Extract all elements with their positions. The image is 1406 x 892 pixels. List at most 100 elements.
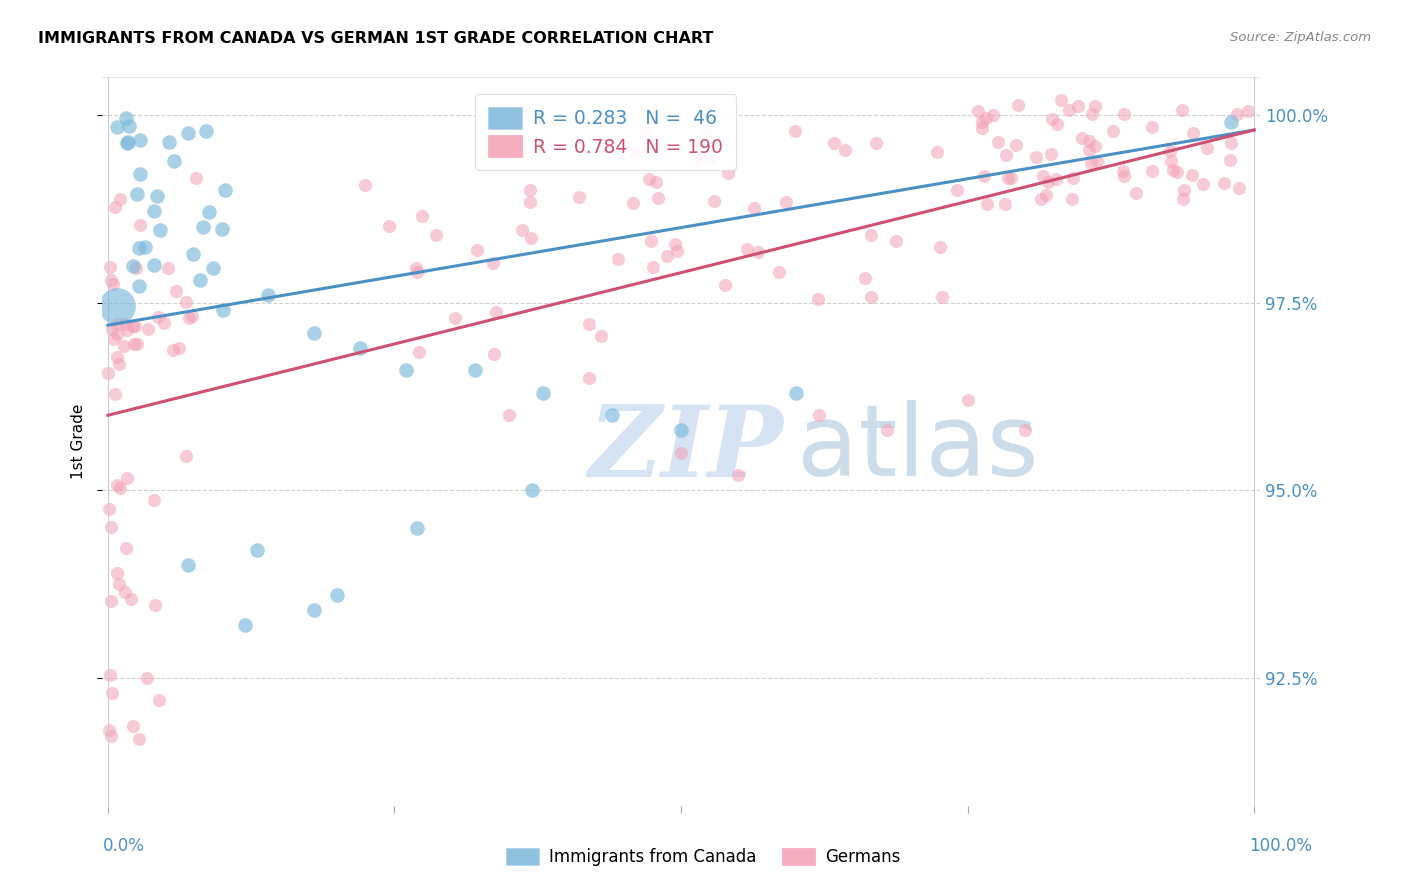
Point bbox=[411, 209, 433, 223]
Point bbox=[860, 227, 883, 242]
Point bbox=[395, 363, 418, 377]
Text: 100.0%: 100.0% bbox=[1249, 837, 1312, 855]
Point bbox=[1042, 112, 1064, 127]
Point bbox=[1007, 98, 1029, 112]
Point bbox=[519, 231, 541, 245]
Point bbox=[520, 483, 543, 498]
Point bbox=[685, 153, 707, 167]
Point bbox=[105, 327, 128, 342]
Point bbox=[115, 471, 138, 485]
Point bbox=[735, 242, 758, 256]
Point bbox=[349, 341, 371, 355]
Point bbox=[664, 237, 686, 252]
Point bbox=[1036, 175, 1059, 189]
Point bbox=[1101, 124, 1123, 138]
Point bbox=[703, 194, 725, 208]
Point bbox=[638, 171, 661, 186]
Point bbox=[406, 521, 429, 535]
Point bbox=[124, 319, 146, 334]
Point bbox=[1084, 99, 1107, 113]
Point bbox=[485, 305, 508, 319]
Point bbox=[211, 222, 233, 236]
Point bbox=[183, 247, 205, 261]
Point bbox=[125, 260, 148, 275]
Point bbox=[138, 322, 160, 336]
Point bbox=[693, 123, 716, 137]
Point bbox=[108, 357, 131, 371]
Point bbox=[1057, 103, 1080, 117]
Point bbox=[201, 260, 224, 275]
Point bbox=[107, 350, 129, 364]
Point bbox=[145, 188, 167, 202]
Point bbox=[1045, 172, 1067, 186]
Point bbox=[973, 169, 995, 183]
Point bbox=[1226, 107, 1249, 121]
Point bbox=[669, 423, 692, 437]
Point bbox=[697, 151, 720, 165]
Point bbox=[1220, 115, 1243, 129]
Point bbox=[405, 260, 427, 275]
Point bbox=[405, 264, 427, 278]
Point bbox=[929, 239, 952, 253]
Point bbox=[194, 123, 217, 137]
Y-axis label: 1st Grade: 1st Grade bbox=[72, 404, 86, 479]
Point bbox=[177, 126, 200, 140]
Point bbox=[167, 341, 190, 355]
Point bbox=[121, 319, 143, 334]
Point bbox=[100, 273, 122, 287]
Point bbox=[162, 343, 184, 358]
Point bbox=[148, 223, 170, 237]
Point bbox=[186, 171, 208, 186]
Point bbox=[105, 300, 128, 314]
Point bbox=[510, 223, 533, 237]
Point bbox=[1067, 99, 1090, 113]
Point bbox=[621, 144, 644, 158]
Point bbox=[246, 543, 269, 558]
Point bbox=[768, 265, 790, 279]
Point bbox=[995, 148, 1018, 162]
Point bbox=[600, 409, 623, 423]
Point bbox=[859, 290, 882, 304]
Point bbox=[967, 104, 990, 119]
Point bbox=[1112, 107, 1135, 121]
Point bbox=[1062, 170, 1084, 185]
Point bbox=[165, 285, 187, 299]
Point bbox=[974, 112, 997, 126]
Point bbox=[1197, 141, 1219, 155]
Point bbox=[482, 347, 505, 361]
Point bbox=[174, 449, 197, 463]
Point bbox=[1192, 177, 1215, 191]
Point bbox=[304, 603, 326, 617]
Point bbox=[408, 344, 430, 359]
Point bbox=[1181, 168, 1204, 182]
Point bbox=[1161, 163, 1184, 178]
Point bbox=[464, 363, 486, 377]
Point bbox=[1046, 117, 1069, 131]
Point bbox=[148, 693, 170, 707]
Point bbox=[134, 239, 156, 253]
Point bbox=[1166, 165, 1188, 179]
Point bbox=[100, 729, 122, 743]
Point bbox=[1080, 155, 1102, 169]
Point bbox=[1173, 183, 1195, 197]
Legend: Immigrants from Canada, Germans: Immigrants from Canada, Germans bbox=[499, 841, 907, 873]
Point bbox=[120, 591, 142, 606]
Point bbox=[100, 594, 122, 608]
Point bbox=[117, 135, 139, 149]
Point bbox=[101, 322, 124, 336]
Point bbox=[1035, 187, 1057, 202]
Point bbox=[1029, 192, 1052, 206]
Point bbox=[108, 192, 131, 206]
Point bbox=[970, 120, 993, 135]
Point bbox=[865, 136, 887, 151]
Point bbox=[589, 329, 612, 343]
Point bbox=[128, 218, 150, 232]
Legend: R = 0.283   N =  46, R = 0.784   N = 190: R = 0.283 N = 46, R = 0.784 N = 190 bbox=[475, 94, 737, 170]
Point bbox=[353, 178, 375, 193]
Point bbox=[188, 273, 211, 287]
Point bbox=[465, 243, 488, 257]
Point bbox=[1077, 134, 1099, 148]
Point bbox=[1085, 153, 1108, 168]
Point bbox=[211, 303, 233, 318]
Point bbox=[193, 219, 215, 234]
